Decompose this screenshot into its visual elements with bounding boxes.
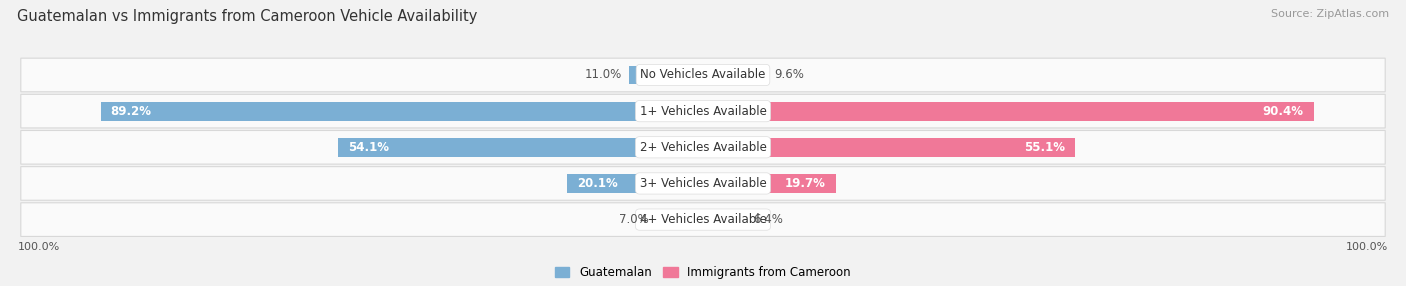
Bar xyxy=(567,174,703,193)
Bar xyxy=(703,210,747,229)
Bar xyxy=(628,65,703,84)
Bar xyxy=(655,210,703,229)
Legend: Guatemalan, Immigrants from Cameroon: Guatemalan, Immigrants from Cameroon xyxy=(555,266,851,279)
Text: 2+ Vehicles Available: 2+ Vehicles Available xyxy=(640,141,766,154)
Text: 4+ Vehicles Available: 4+ Vehicles Available xyxy=(640,213,766,226)
Text: 54.1%: 54.1% xyxy=(347,141,388,154)
Bar xyxy=(703,138,1076,157)
FancyBboxPatch shape xyxy=(21,167,1385,200)
Bar xyxy=(703,65,768,84)
FancyBboxPatch shape xyxy=(21,58,1385,92)
Text: Guatemalan vs Immigrants from Cameroon Vehicle Availability: Guatemalan vs Immigrants from Cameroon V… xyxy=(17,9,477,23)
Text: 55.1%: 55.1% xyxy=(1024,141,1064,154)
Text: 3+ Vehicles Available: 3+ Vehicles Available xyxy=(640,177,766,190)
Text: 100.0%: 100.0% xyxy=(17,242,59,252)
Text: 100.0%: 100.0% xyxy=(1347,242,1389,252)
Bar xyxy=(703,102,1313,120)
Text: 90.4%: 90.4% xyxy=(1263,105,1303,118)
Bar xyxy=(703,174,837,193)
Text: 9.6%: 9.6% xyxy=(775,68,804,82)
Bar xyxy=(100,102,703,120)
Text: 19.7%: 19.7% xyxy=(785,177,825,190)
Text: No Vehicles Available: No Vehicles Available xyxy=(640,68,766,82)
Text: 1+ Vehicles Available: 1+ Vehicles Available xyxy=(640,105,766,118)
Text: Source: ZipAtlas.com: Source: ZipAtlas.com xyxy=(1271,9,1389,19)
Text: 6.4%: 6.4% xyxy=(754,213,783,226)
FancyBboxPatch shape xyxy=(21,203,1385,237)
Text: 7.0%: 7.0% xyxy=(619,213,650,226)
Bar xyxy=(337,138,703,157)
FancyBboxPatch shape xyxy=(21,130,1385,164)
Text: 20.1%: 20.1% xyxy=(578,177,619,190)
Text: 89.2%: 89.2% xyxy=(111,105,152,118)
FancyBboxPatch shape xyxy=(21,94,1385,128)
Text: 11.0%: 11.0% xyxy=(585,68,621,82)
